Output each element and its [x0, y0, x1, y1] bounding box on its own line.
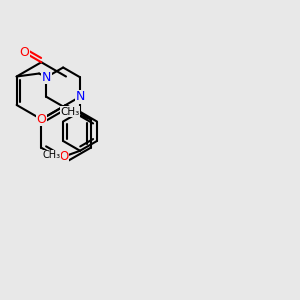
Text: O: O — [59, 150, 68, 163]
Text: O: O — [36, 113, 46, 126]
Text: CH₃: CH₃ — [43, 150, 61, 160]
Text: O: O — [20, 46, 29, 59]
Text: CH₃: CH₃ — [60, 107, 79, 117]
Text: N: N — [42, 71, 51, 84]
Text: N: N — [75, 90, 85, 103]
